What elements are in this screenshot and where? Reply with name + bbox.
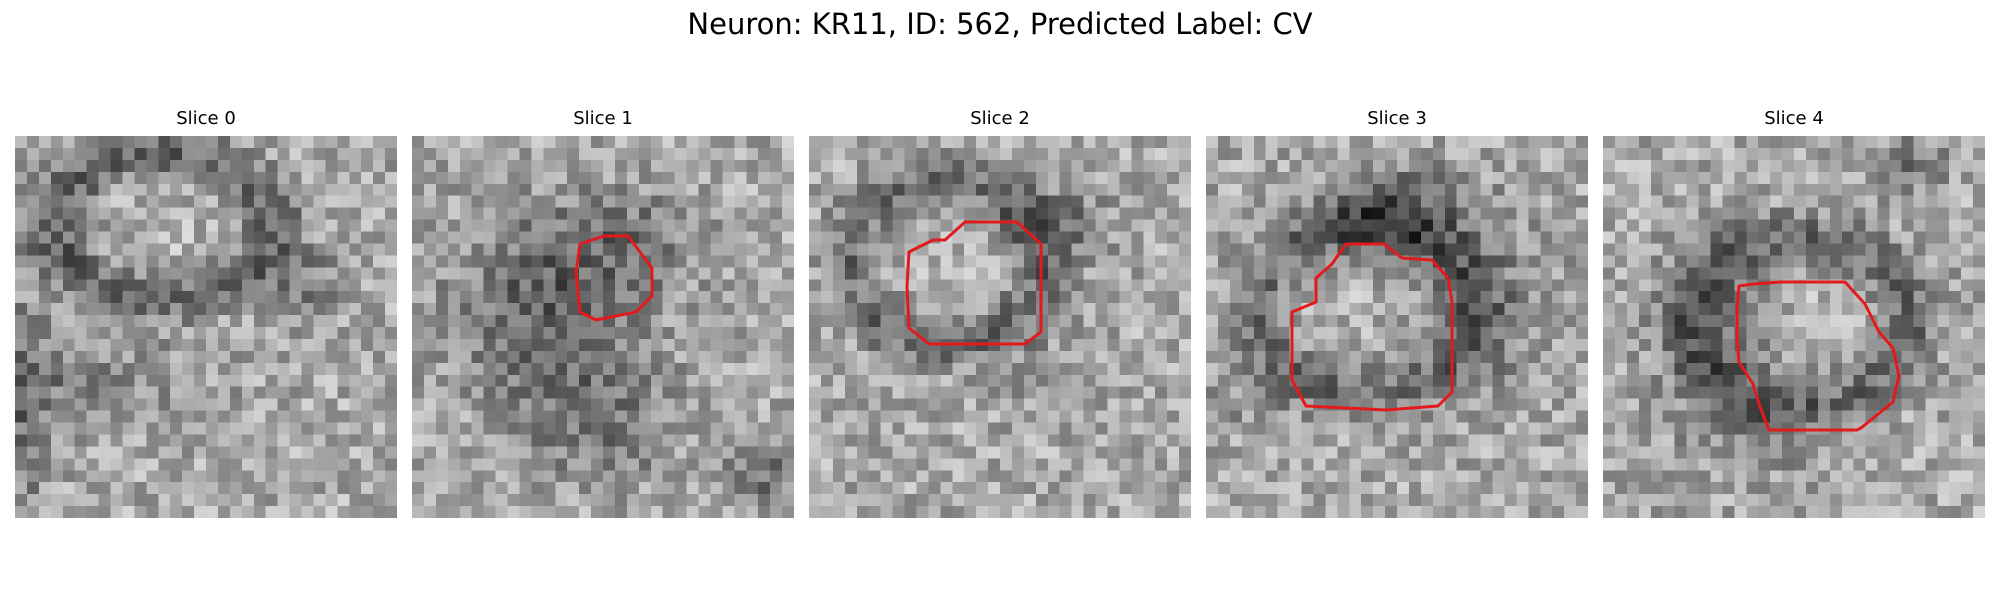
slice-image-4 [1603, 136, 1985, 518]
roi-contour-3 [1290, 242, 1454, 412]
figure-title: Neuron: KR11, ID: 562, Predicted Label: … [687, 7, 1313, 41]
slice-title-0: Slice 0 [176, 108, 236, 129]
slice-pixels-0 [15, 136, 397, 518]
slice-image-2 [809, 136, 1191, 518]
slice-title-1: Slice 1 [573, 108, 633, 129]
slice-pixels-4 [1603, 136, 1985, 518]
slice-image-1 [412, 136, 794, 518]
roi-contour-1 [574, 234, 654, 322]
slice-panel-2: Slice 2 [809, 108, 1191, 518]
slice-image-0 [15, 136, 397, 518]
roi-contour-2 [905, 220, 1043, 346]
slice-panel-4: Slice 4 [1603, 108, 1985, 518]
slice-title-4: Slice 4 [1764, 108, 1824, 129]
slice-panel-3: Slice 3 [1206, 108, 1588, 518]
contour-overlay-3 [1290, 242, 1454, 412]
slice-image-3 [1206, 136, 1588, 518]
slice-pixels-1 [412, 136, 794, 518]
roi-contour-4 [1735, 280, 1901, 432]
slice-pixels-2 [809, 136, 1191, 518]
slice-title-2: Slice 2 [970, 108, 1030, 129]
contour-overlay-2 [905, 220, 1043, 346]
contour-overlay-4 [1735, 280, 1901, 432]
slice-panel-1: Slice 1 [412, 108, 794, 518]
slice-pixels-3 [1206, 136, 1588, 518]
slice-title-3: Slice 3 [1367, 108, 1427, 129]
contour-overlay-1 [574, 234, 654, 322]
slice-panel-0: Slice 0 [15, 108, 397, 518]
